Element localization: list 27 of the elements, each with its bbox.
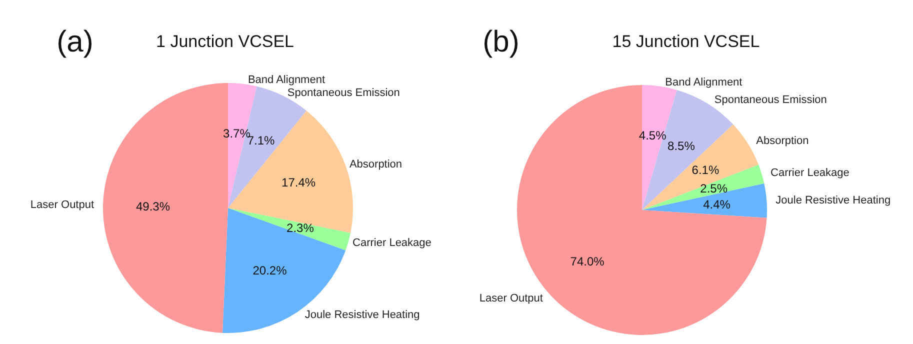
slice-label: Carrier Leakage [352, 236, 432, 249]
chart-title: 15 Junction VCSEL [612, 32, 760, 51]
data-label: 20.2% [252, 263, 288, 278]
data-label: 3.7% [223, 126, 251, 141]
slice-label: Band Alignment [248, 74, 326, 86]
data-label: 74.0% [570, 254, 605, 268]
data-label: 49.3% [136, 199, 170, 214]
text: (a) [56, 26, 94, 58]
data-label: 4.5% [638, 128, 667, 143]
slice-label: Spontaneous Emission [714, 94, 827, 106]
slice-label: Joule Resistive Heating [304, 309, 420, 322]
data-label: 4.4% [703, 197, 731, 212]
data-label: 6.1% [692, 163, 720, 178]
slice-label: Laser Output [479, 292, 543, 304]
data-label: 8.5% [668, 139, 696, 154]
slice-label: Carrier Leakage [770, 166, 850, 179]
slice-label: Band Alignment [665, 76, 742, 88]
data-label: 2.3% [286, 221, 314, 236]
text: (b) [482, 26, 520, 58]
slice-label: Joule Resistive Heating [776, 194, 891, 206]
data-label: 17.4% [282, 176, 316, 190]
data-label: 2.5% [700, 181, 728, 196]
slice-label: Absorption [756, 135, 809, 148]
chart-title: 1 Junction VCSEL [156, 32, 294, 51]
slice-label: Absorption [349, 158, 402, 170]
slice-label: Spontaneous Emission [287, 86, 400, 99]
slice-label: Laser Output [30, 199, 94, 212]
